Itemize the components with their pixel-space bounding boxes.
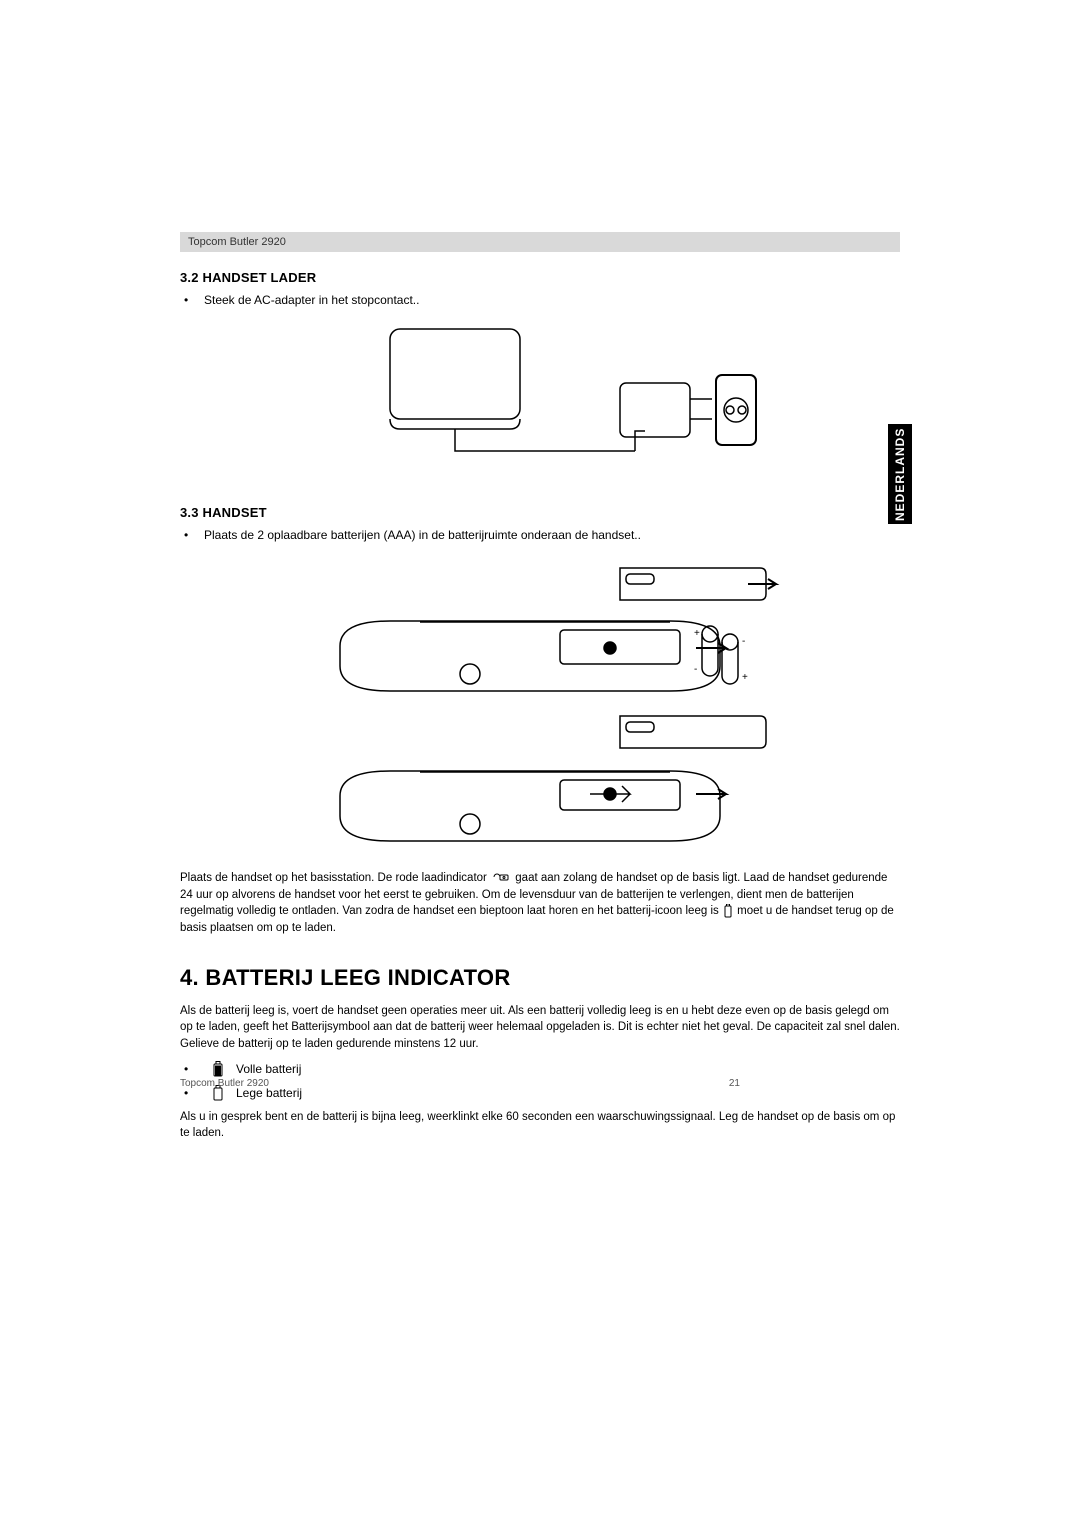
section-3-3-heading: 3.3 HANDSET — [180, 505, 900, 520]
svg-text:+: + — [694, 628, 700, 639]
chapter-4-intro: Als de batterij leeg is, voert de handse… — [180, 1003, 900, 1053]
full-battery-line: • Volle batterij — [180, 1061, 900, 1077]
charge-paragraph: Plaats de handset op het basisstation. D… — [180, 870, 900, 937]
section-3-2-title: HANDSET LADER — [202, 270, 316, 285]
section-3-3-title: HANDSET — [202, 505, 266, 520]
product-header: Topcom Butler 2920 — [180, 232, 900, 252]
battery-empty-inline-icon — [724, 904, 732, 918]
bullet-dot: • — [180, 1062, 204, 1076]
handset-battery-diagram: + - - + — [180, 556, 900, 846]
section-3-2-heading: 3.2 HANDSET LADER — [180, 270, 900, 285]
footer-page-number: 21 — [729, 1078, 740, 1089]
section-3-2-bullet: • Steek de AC-adapter in het stopcontact… — [180, 291, 900, 309]
section-3-2-text: Steek de AC-adapter in het stopcontact.. — [204, 291, 900, 309]
handset-charge-icon — [492, 873, 510, 883]
section-3-2-num: 3.2 — [180, 270, 199, 285]
svg-text:-: - — [742, 636, 745, 647]
bullet-dot: • — [180, 526, 204, 544]
section-3-3-text: Plaats de 2 oplaadbare batterijen (AAA) … — [204, 526, 900, 544]
chapter-4-num: 4. — [180, 965, 199, 990]
bullet-dot: • — [180, 291, 204, 309]
section-3-3-num: 3.3 — [180, 505, 199, 520]
battery-full-icon — [204, 1061, 232, 1077]
charge-para-1: Plaats de handset op het basisstation. D… — [180, 872, 487, 884]
charger-diagram — [180, 321, 900, 481]
chapter-4-heading: 4. BATTERIJ LEEG INDICATOR — [180, 965, 900, 991]
chapter-4-outro: Als u in gesprek bent en de batterij is … — [180, 1109, 900, 1142]
full-battery-label: Volle batterij — [232, 1062, 900, 1076]
language-tab: NEDERLANDS — [888, 424, 912, 524]
section-3-3-bullet: • Plaats de 2 oplaadbare batterijen (AAA… — [180, 526, 900, 544]
page-footer: Topcom Butler 2920 21 — [180, 1078, 740, 1089]
footer-product: Topcom Butler 2920 — [180, 1078, 269, 1089]
svg-text:+: + — [742, 672, 748, 683]
svg-text:-: - — [694, 664, 697, 675]
chapter-4-title: BATTERIJ LEEG INDICATOR — [205, 965, 510, 990]
